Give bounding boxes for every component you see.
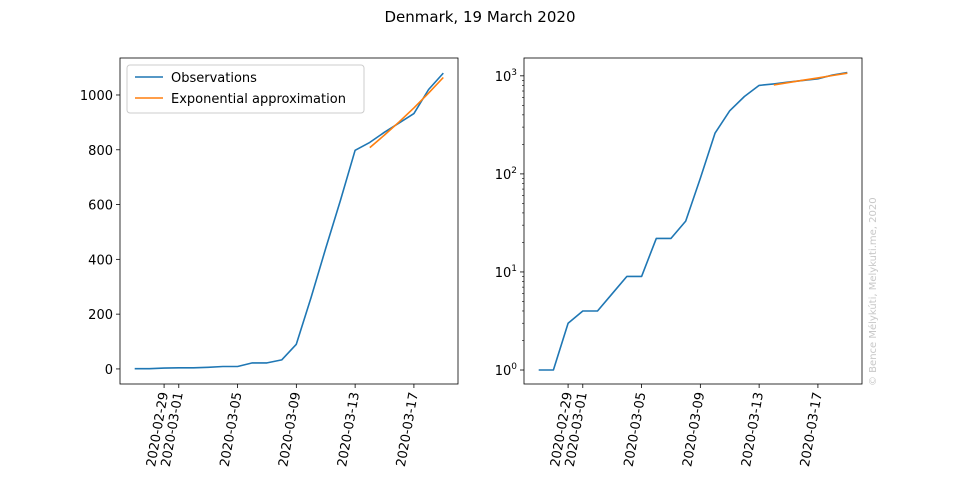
linear-series-approximation-line [369, 76, 444, 149]
legend-box [126, 64, 365, 114]
linear-y-tick-label: 600 [88, 199, 113, 214]
linear-y-tick-label: 200 [88, 308, 113, 323]
legend-label-approximation: Exponential approximation [171, 92, 346, 107]
linear-y-tick-label: 1000 [80, 89, 113, 104]
log-axes-frame [523, 57, 863, 385]
log-series-approximation-line [773, 72, 848, 86]
linear-y-tick-label: 400 [88, 253, 113, 268]
log-y-tick-label: 100 [495, 362, 518, 379]
credit-watermark: © Bence Mélykúti, Melykuti.me, 2020 [867, 197, 879, 386]
log-y-tick-label: 101 [495, 264, 517, 281]
linear-y-tick-label: 0 [105, 363, 113, 378]
legend-label-observations: Observations [171, 71, 257, 86]
log-y-tick-label: 103 [495, 68, 517, 85]
linear-axes-frame [119, 57, 459, 385]
linear-y-tick-label: 800 [88, 144, 113, 159]
log-y-tick-label: 102 [495, 166, 517, 183]
figure-title: Denmark, 19 March 2020 [384, 8, 575, 26]
